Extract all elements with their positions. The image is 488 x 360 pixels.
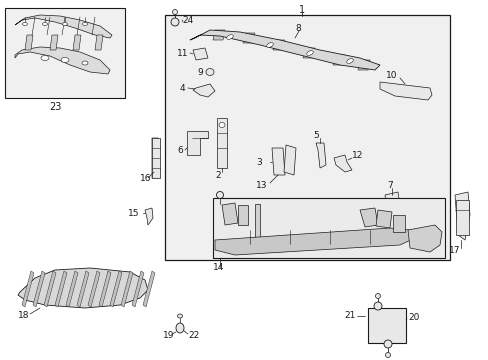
Polygon shape xyxy=(55,271,67,307)
Text: 2: 2 xyxy=(215,171,221,180)
Text: 9: 9 xyxy=(197,68,203,77)
Polygon shape xyxy=(454,192,469,240)
Bar xyxy=(217,118,226,168)
Text: 13: 13 xyxy=(256,180,267,189)
Bar xyxy=(254,204,260,246)
Ellipse shape xyxy=(205,68,214,76)
Bar xyxy=(455,200,468,235)
Polygon shape xyxy=(50,35,58,50)
Text: 3: 3 xyxy=(256,158,261,166)
Polygon shape xyxy=(44,271,56,307)
Ellipse shape xyxy=(61,58,69,63)
Polygon shape xyxy=(15,15,112,38)
Polygon shape xyxy=(407,225,441,252)
Ellipse shape xyxy=(383,340,391,348)
Polygon shape xyxy=(25,35,33,50)
Bar xyxy=(152,138,160,178)
Ellipse shape xyxy=(62,23,67,26)
Polygon shape xyxy=(22,271,34,307)
Polygon shape xyxy=(284,145,295,175)
Polygon shape xyxy=(18,268,148,308)
Polygon shape xyxy=(132,271,143,307)
Polygon shape xyxy=(145,208,153,225)
Text: 22: 22 xyxy=(187,330,199,339)
Polygon shape xyxy=(88,271,100,307)
Text: 10: 10 xyxy=(385,71,397,80)
Polygon shape xyxy=(315,143,325,168)
Text: 4: 4 xyxy=(180,84,185,93)
Ellipse shape xyxy=(385,352,390,357)
Text: 5: 5 xyxy=(312,131,318,140)
Polygon shape xyxy=(392,215,404,232)
Ellipse shape xyxy=(82,61,88,65)
Polygon shape xyxy=(215,228,414,255)
Text: 12: 12 xyxy=(351,150,363,159)
Polygon shape xyxy=(271,148,285,175)
Polygon shape xyxy=(357,60,369,70)
Ellipse shape xyxy=(171,18,179,26)
Text: 8: 8 xyxy=(294,23,300,32)
Text: 21: 21 xyxy=(343,311,355,320)
Text: 6: 6 xyxy=(177,145,183,154)
Text: 20: 20 xyxy=(407,314,419,323)
Polygon shape xyxy=(333,155,351,172)
Polygon shape xyxy=(243,33,254,43)
Text: 17: 17 xyxy=(448,246,460,255)
Ellipse shape xyxy=(219,122,224,127)
Ellipse shape xyxy=(82,23,87,26)
Polygon shape xyxy=(303,48,314,58)
Text: 18: 18 xyxy=(18,310,29,320)
Text: 14: 14 xyxy=(213,264,224,273)
Polygon shape xyxy=(110,271,122,307)
Polygon shape xyxy=(384,192,399,215)
Polygon shape xyxy=(95,35,103,50)
Text: 7: 7 xyxy=(386,180,392,189)
Polygon shape xyxy=(193,48,207,60)
Ellipse shape xyxy=(172,9,177,14)
Polygon shape xyxy=(272,40,285,50)
Ellipse shape xyxy=(306,51,313,55)
Text: 15: 15 xyxy=(128,208,139,217)
Ellipse shape xyxy=(346,59,352,63)
Polygon shape xyxy=(379,82,431,100)
Text: 1: 1 xyxy=(298,5,305,15)
Polygon shape xyxy=(213,30,224,40)
Polygon shape xyxy=(238,205,247,225)
Ellipse shape xyxy=(216,192,223,198)
Polygon shape xyxy=(33,271,45,307)
Text: 16: 16 xyxy=(140,174,151,183)
Text: 11: 11 xyxy=(177,49,188,58)
Polygon shape xyxy=(332,55,345,65)
Polygon shape xyxy=(99,271,111,307)
Polygon shape xyxy=(359,208,377,227)
Polygon shape xyxy=(73,35,81,50)
Ellipse shape xyxy=(176,323,183,333)
Bar xyxy=(367,308,405,343)
Ellipse shape xyxy=(266,43,273,47)
Ellipse shape xyxy=(42,23,47,26)
Polygon shape xyxy=(190,30,379,70)
Ellipse shape xyxy=(41,55,49,60)
Polygon shape xyxy=(222,203,238,225)
Ellipse shape xyxy=(226,35,233,39)
Polygon shape xyxy=(15,47,110,74)
Polygon shape xyxy=(142,271,155,307)
Bar xyxy=(213,198,444,258)
Text: 24: 24 xyxy=(182,15,193,24)
Ellipse shape xyxy=(375,293,380,298)
Text: 19: 19 xyxy=(163,330,174,339)
Polygon shape xyxy=(152,138,160,178)
Polygon shape xyxy=(193,84,215,97)
Bar xyxy=(5,8,125,98)
Ellipse shape xyxy=(22,23,27,26)
Polygon shape xyxy=(77,271,89,307)
Polygon shape xyxy=(66,271,78,307)
Polygon shape xyxy=(375,210,391,228)
Polygon shape xyxy=(121,271,133,307)
Ellipse shape xyxy=(373,302,381,310)
Text: 23: 23 xyxy=(49,102,61,112)
Bar xyxy=(164,15,449,260)
Ellipse shape xyxy=(177,314,182,318)
Polygon shape xyxy=(186,131,207,155)
